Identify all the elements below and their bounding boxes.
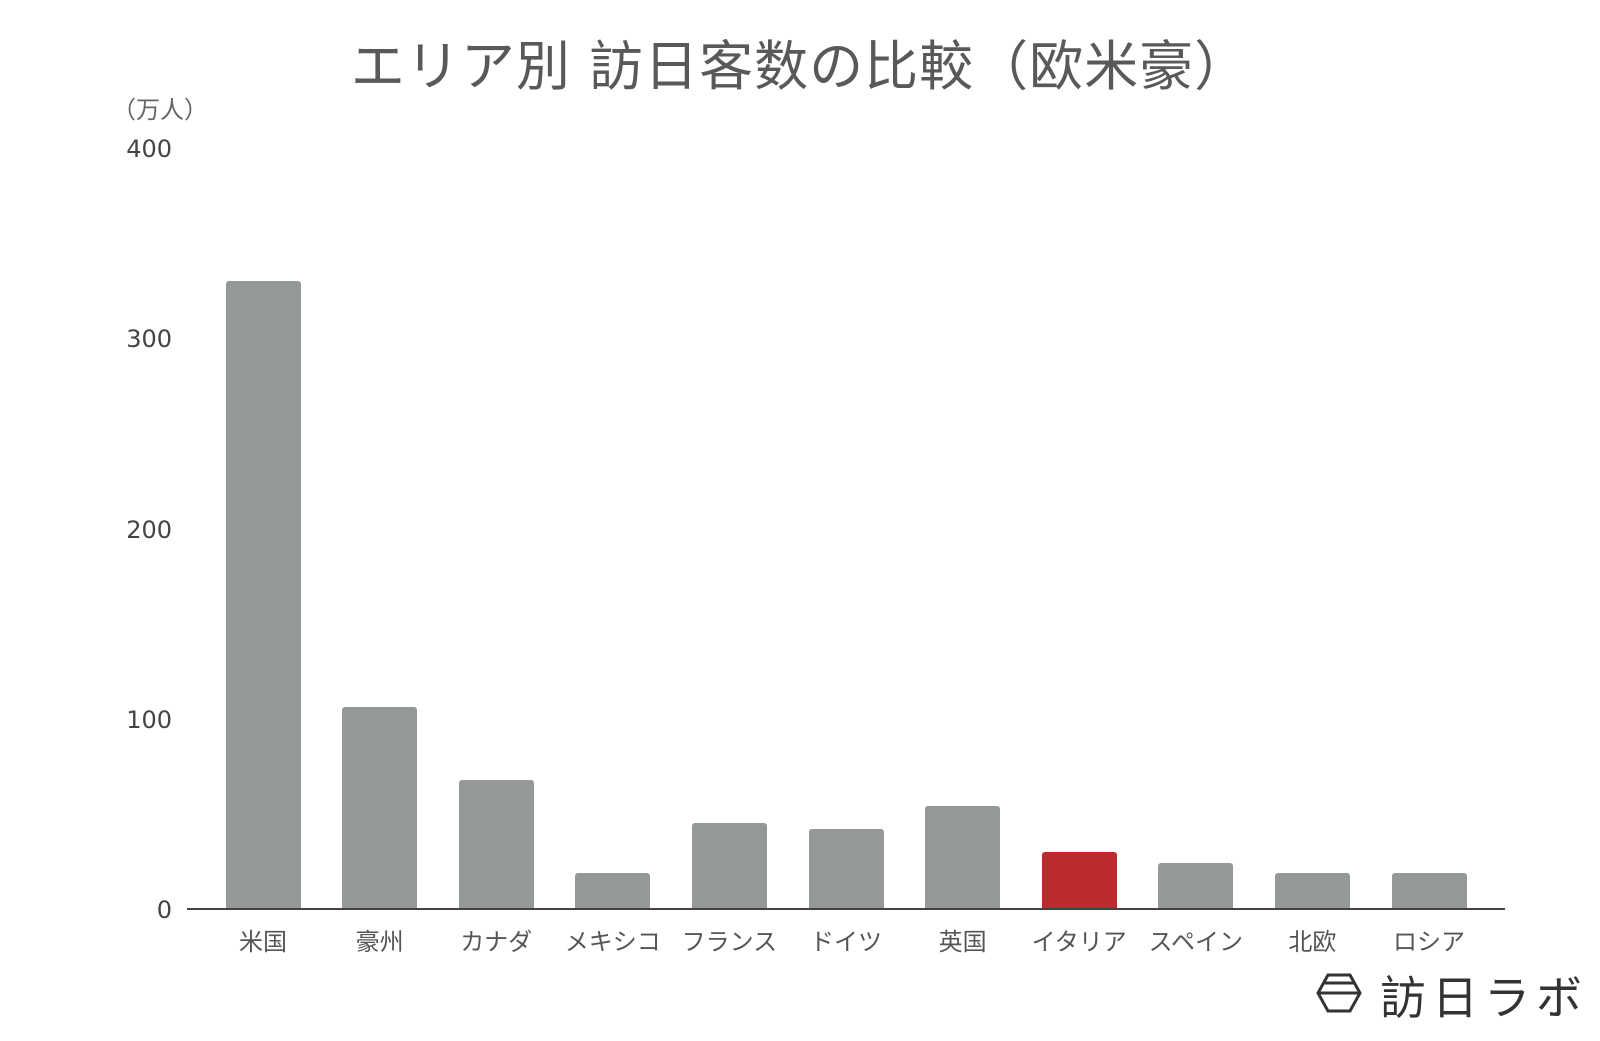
x-label-3: メキシコ (564, 928, 661, 956)
brand-logo: 訪日ラボ (1316, 962, 1588, 1028)
x-label-9: 北欧 (1288, 928, 1337, 956)
y-tick-400: 400 (126, 135, 172, 163)
bar-1 (342, 707, 418, 909)
bar-4 (691, 823, 767, 909)
x-label-7: イタリア (1031, 928, 1127, 956)
bar-3 (575, 872, 651, 909)
y-tick-100: 100 (126, 706, 172, 734)
bar-8 (1158, 863, 1234, 909)
x-label-0: 米国 (239, 928, 287, 956)
y-tick-200: 200 (126, 516, 172, 544)
bar-10 (1391, 872, 1467, 909)
logo-text: 訪日ラボ (1380, 971, 1588, 1025)
x-label-4: フランス (681, 928, 778, 956)
bar-7 (1041, 851, 1117, 909)
x-label-6: 英国 (938, 928, 987, 956)
x-label-8: スペイン (1148, 928, 1243, 956)
bar-6 (925, 806, 1001, 909)
x-label-2: カナダ (460, 928, 533, 956)
y-tick-300: 300 (126, 325, 172, 353)
y-tick-0: 0 (156, 896, 172, 924)
bar-5 (808, 829, 884, 909)
bar-9 (1274, 872, 1350, 909)
x-label-10: ロシア (1393, 928, 1465, 956)
x-label-1: 豪州 (355, 928, 404, 956)
bar-2 (458, 779, 534, 909)
hexagon-logo-icon (1316, 973, 1362, 1017)
x-label-5: ドイツ (810, 928, 882, 956)
y-axis-unit: （万人） (112, 96, 208, 124)
x-axis-baseline (187, 908, 1505, 910)
chart-title: エリア別 訪日客数の比較（欧米豪） (350, 35, 1250, 98)
bar-0 (225, 281, 301, 909)
